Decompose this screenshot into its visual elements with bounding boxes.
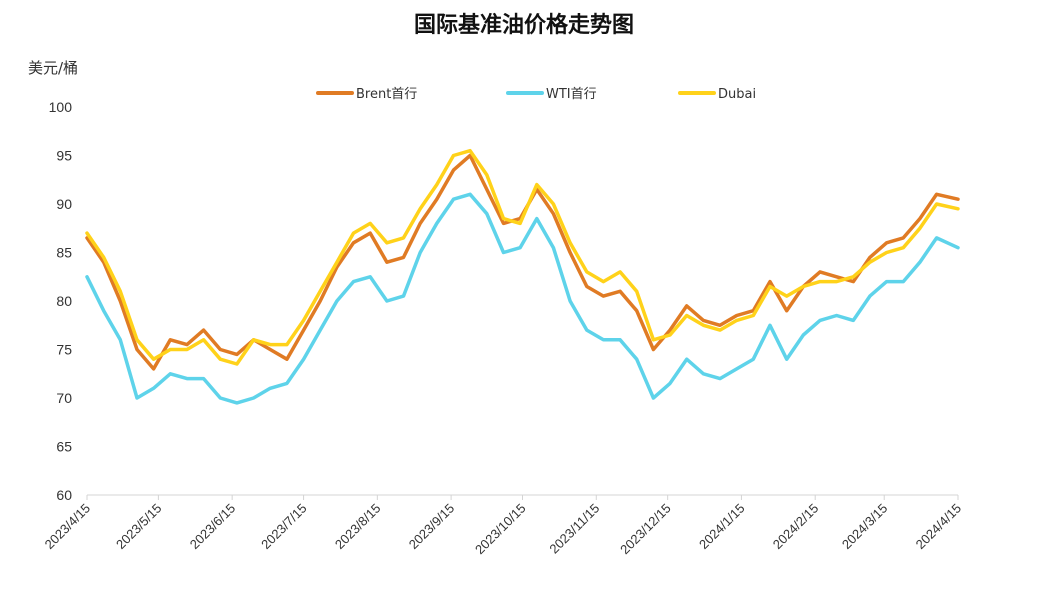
legend-label: Brent首行 bbox=[356, 87, 417, 102]
y-tick-label: 85 bbox=[56, 245, 72, 261]
x-tick-label: 2024/1/15 bbox=[696, 501, 748, 553]
x-axis: 2023/4/15 2023/5/15 2023/6/15 2023/7/15 2023… bbox=[42, 494, 965, 558]
x-tick-label: 2023/11/15 bbox=[546, 501, 602, 557]
x-tick-label: 2024/2/15 bbox=[770, 501, 822, 553]
x-tick-label: 2023/4/15 bbox=[42, 501, 94, 553]
x-tick-label: 2023/7/15 bbox=[258, 501, 310, 553]
x-tick-label: 2023/6/15 bbox=[187, 501, 239, 553]
y-tick-label: 60 bbox=[56, 487, 72, 503]
x-tick-label: 2024/4/15 bbox=[913, 501, 965, 553]
series-line-dubai bbox=[85, 148, 960, 366]
y-tick-label: 65 bbox=[56, 439, 72, 455]
y-axis-unit-label: 美元/桶 bbox=[28, 59, 78, 77]
legend-item: WTI首行 bbox=[506, 87, 597, 102]
legend-label: WTI首行 bbox=[546, 87, 597, 102]
chart-title: 国际基准油价格走势图 bbox=[414, 12, 634, 38]
y-tick-label: 95 bbox=[56, 148, 72, 164]
legend-item: Brent首行 bbox=[316, 87, 417, 102]
y-tick-label: 80 bbox=[56, 293, 72, 309]
series-line-wti bbox=[85, 192, 960, 405]
y-tick-label: 70 bbox=[56, 390, 72, 406]
series-line-brent bbox=[85, 153, 960, 371]
x-tick-label: 2023/9/15 bbox=[406, 501, 458, 553]
x-tick-label: 2023/10/15 bbox=[472, 501, 529, 558]
y-tick-label: 100 bbox=[49, 99, 73, 115]
plot-area bbox=[85, 148, 960, 405]
x-tick-label: 2023/8/15 bbox=[332, 501, 384, 553]
x-tick-label: 2023/5/15 bbox=[113, 501, 165, 553]
y-tick-label: 75 bbox=[56, 342, 72, 358]
x-tick-label: 2023/12/15 bbox=[617, 501, 674, 558]
legend-label: Dubai bbox=[718, 87, 756, 102]
y-axis: 60 65 70 75 80 85 90 95 100 bbox=[49, 99, 73, 503]
legend-item: Dubai bbox=[678, 87, 756, 102]
y-tick-label: 90 bbox=[56, 196, 72, 212]
legend: Brent首行 WTI首行 Dubai bbox=[316, 87, 756, 102]
x-tick-label: 2024/3/15 bbox=[839, 501, 891, 553]
